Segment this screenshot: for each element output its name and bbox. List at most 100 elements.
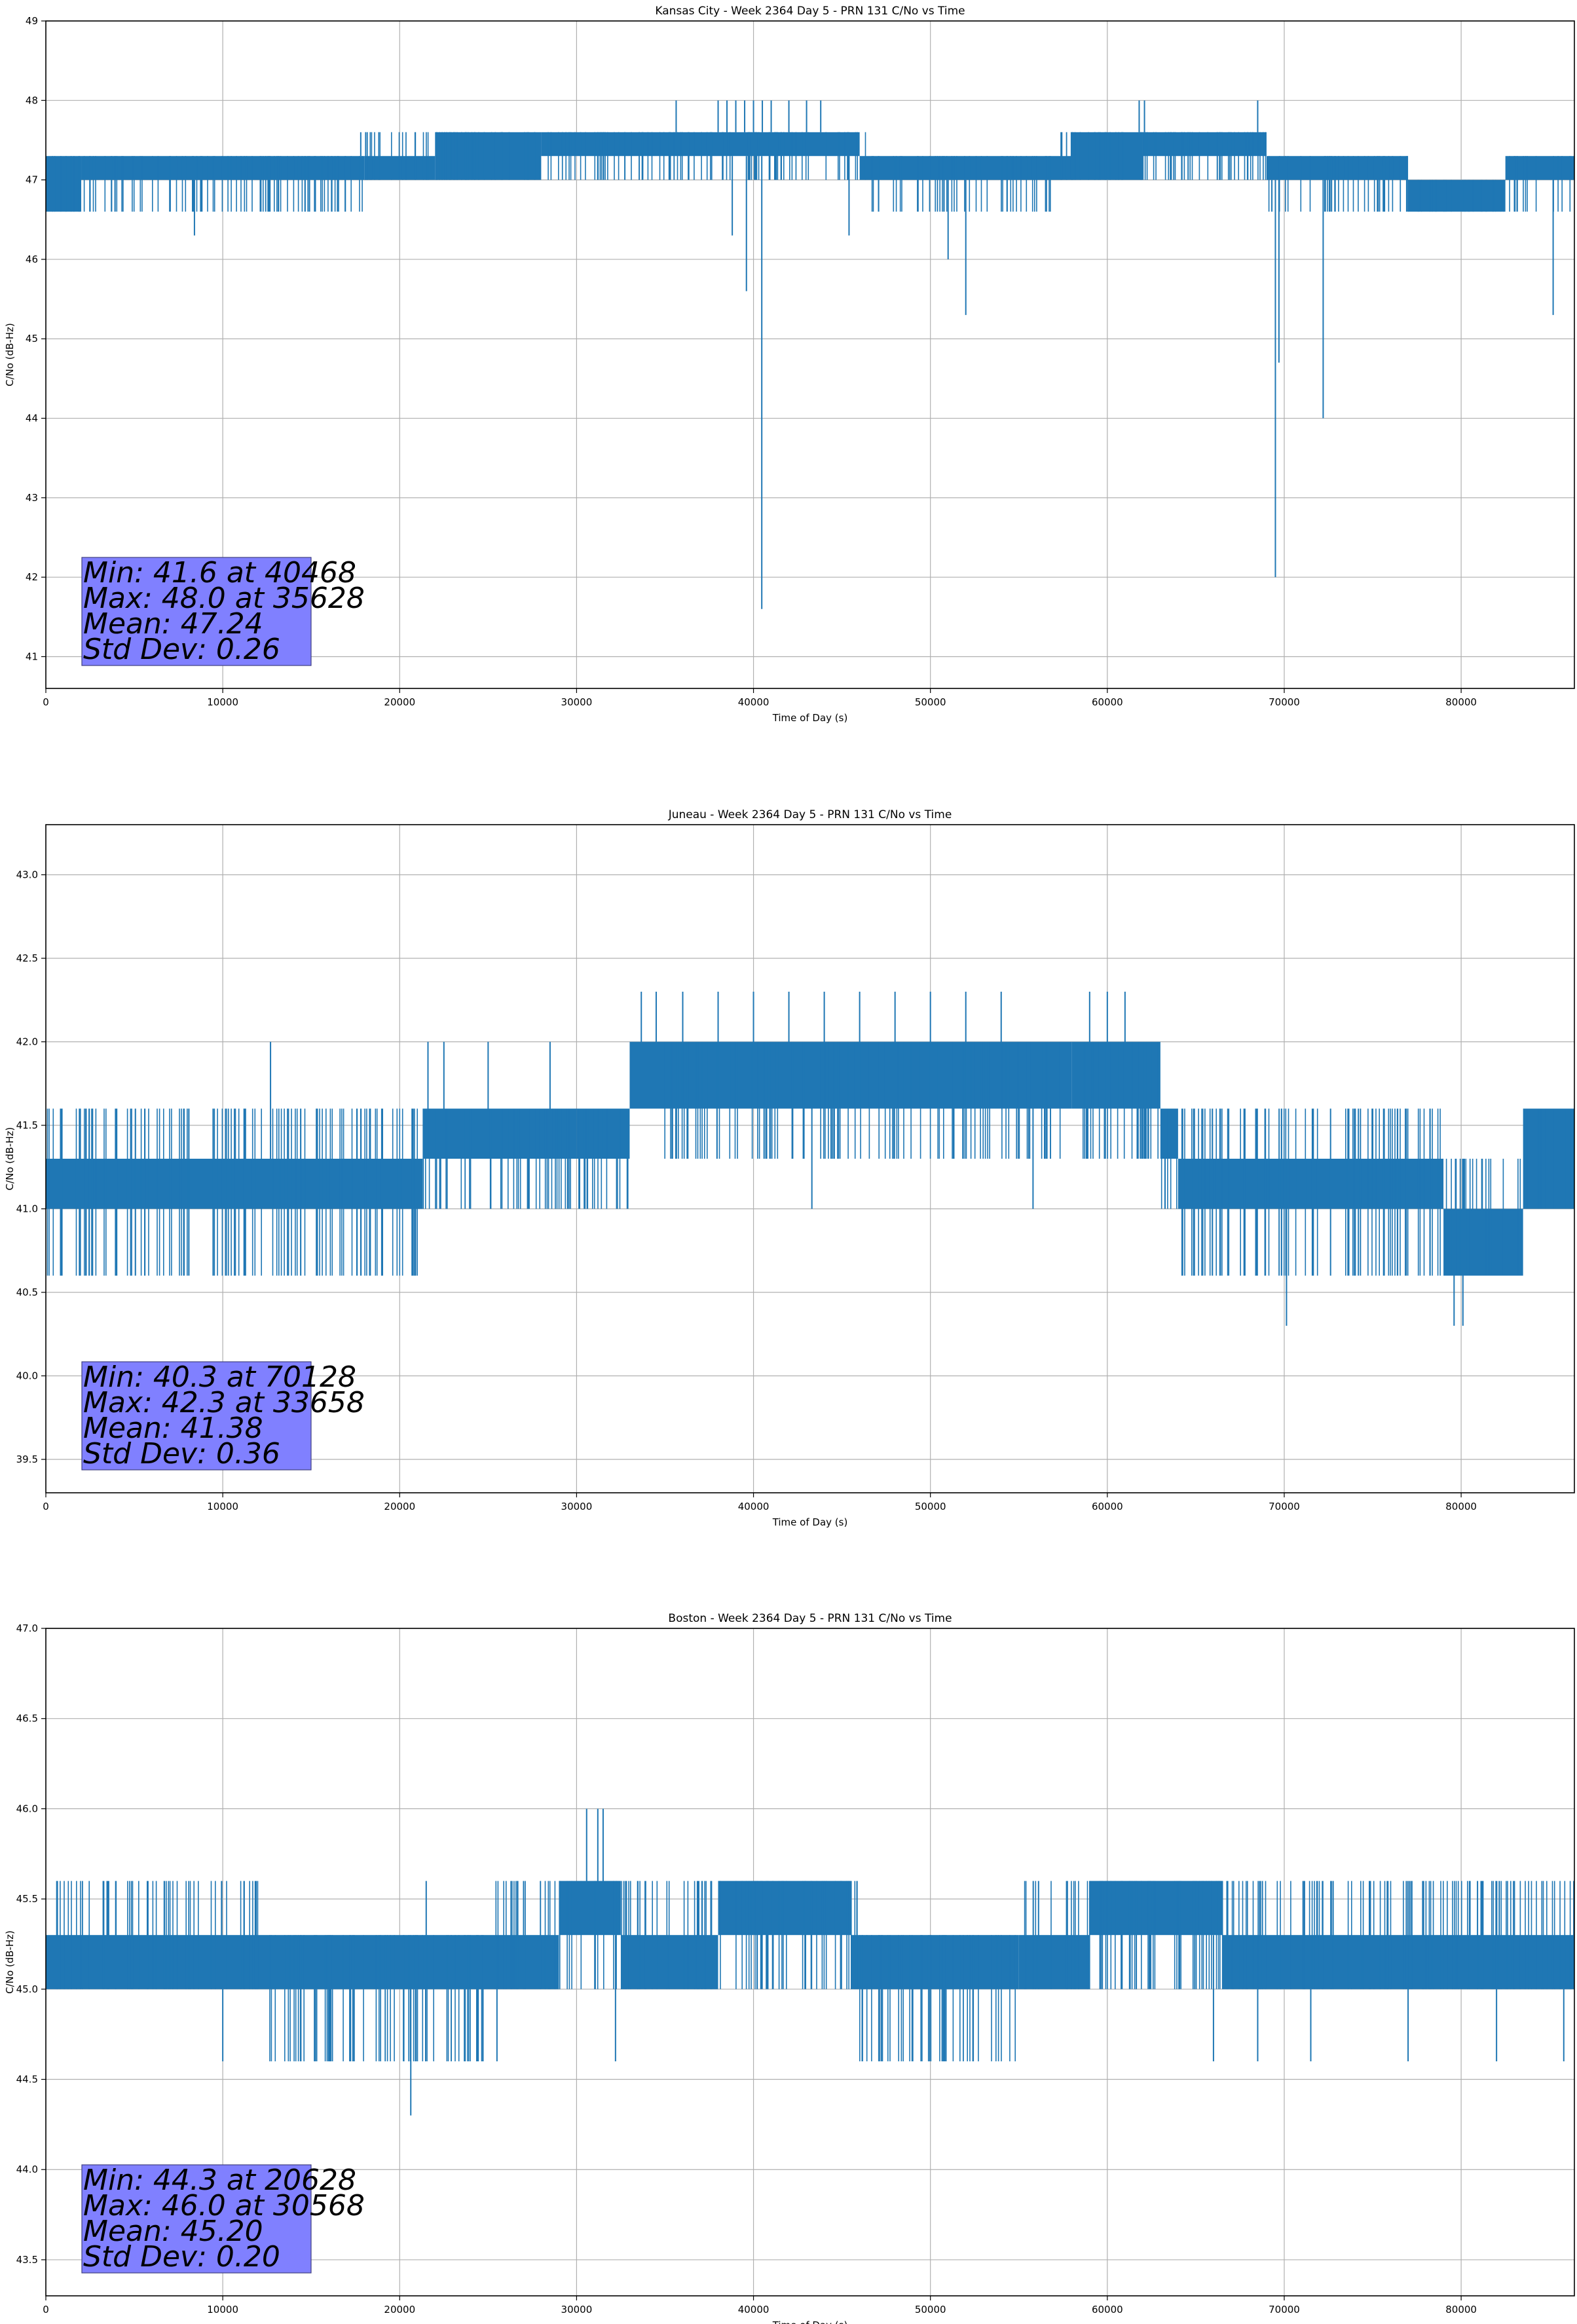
chart-title: Juneau - Week 2364 Day 5 - PRN 131 C/No … — [668, 808, 952, 821]
chart-panel-1: 0 10000 20000 30000 40000 50000 60000 70000 8000… — [4, 5, 1575, 724]
series-band — [1178, 1159, 1444, 1209]
series-band — [859, 156, 1001, 180]
x-tick-label: 80000 — [1445, 696, 1477, 708]
x-axis-label: Time of Day (s) — [772, 2319, 848, 2324]
series-band — [603, 132, 860, 157]
stats-line: Mean: 45.20 — [83, 2215, 263, 2248]
stats-line: Mean: 41.38 — [83, 1412, 263, 1445]
y-tick-label: 45.0 — [16, 1983, 38, 1995]
x-tick-label: 50000 — [915, 2304, 946, 2315]
stats-line: Std Dev: 0.26 — [83, 633, 280, 666]
series-band — [1018, 1935, 1090, 1989]
y-tick-label: 43 — [26, 492, 38, 504]
series-band — [1523, 1108, 1574, 1209]
x-tick-label: 50000 — [915, 1501, 946, 1512]
y-tick-label: 41.5 — [16, 1119, 38, 1131]
y-axis-label: C/No (dB-Hz) — [4, 1127, 16, 1191]
x-tick-label: 60000 — [1092, 2304, 1123, 2315]
y-tick-label: 44 — [26, 413, 38, 424]
y-tick-label: 42.0 — [16, 1036, 38, 1048]
chart-title: Kansas City - Week 2364 Day 5 - PRN 131 … — [655, 5, 965, 18]
y-tick-label: 44.0 — [16, 2164, 38, 2175]
y-tick-label: 39.5 — [16, 1453, 38, 1465]
x-tick-label: 60000 — [1092, 696, 1123, 708]
y-axis-label: C/No (dB-Hz) — [4, 323, 16, 386]
stats-box — [81, 2164, 312, 2274]
x-tick-label: 30000 — [561, 1501, 593, 1512]
x-tick-label: 10000 — [207, 2304, 238, 2315]
series-band — [1071, 132, 1143, 180]
x-tick-label: 60000 — [1092, 1501, 1123, 1512]
x-tick-label: 80000 — [1445, 1501, 1477, 1512]
y-tick-label: 48 — [26, 94, 38, 106]
y-tick-label: 47.0 — [16, 1622, 38, 1634]
series-band — [541, 132, 603, 157]
stats-line: Min: 41.6 at 40468 — [83, 556, 356, 590]
series-band — [1505, 156, 1574, 180]
axes-frame — [45, 20, 1575, 689]
y-tick-label: 42.5 — [16, 952, 38, 964]
stats-line: Min: 40.3 at 70128 — [83, 1360, 356, 1394]
x-tick-label: 30000 — [561, 696, 593, 708]
y-tick-label: 44.5 — [16, 2074, 38, 2086]
chart-panel-3: 0 10000 20000 30000 40000 50000 60000 70000 8000… — [4, 1612, 1575, 2324]
y-axis-label: C/No (dB-Hz) — [4, 1930, 16, 1994]
x-tick-label: 0 — [43, 696, 49, 708]
stats-line: Std Dev: 0.36 — [83, 1437, 280, 1471]
y-tick-label: 49 — [26, 15, 38, 27]
series-band — [629, 1041, 1072, 1109]
stats-line: Min: 44.3 at 20628 — [83, 2164, 356, 2197]
chart-title: Boston - Week 2364 Day 5 - PRN 131 C/No … — [668, 1612, 952, 1625]
y-tick-label: 46.5 — [16, 1713, 38, 1725]
x-tick-label: 0 — [43, 2304, 49, 2315]
stats-line: Max: 42.3 at 33658 — [83, 1386, 365, 1419]
chart-panel-2: 0 10000 20000 30000 40000 50000 60000 70000 8000… — [4, 808, 1575, 1528]
x-tick-label: 30000 — [561, 2304, 593, 2315]
x-tick-label: 80000 — [1445, 2304, 1477, 2315]
y-tick-label: 41.0 — [16, 1203, 38, 1215]
x-tick-label: 70000 — [1269, 2304, 1300, 2315]
x-tick-label: 40000 — [738, 1501, 770, 1512]
series-line — [46, 1809, 1574, 2116]
x-tick-label: 40000 — [738, 696, 770, 708]
series-band — [435, 132, 542, 180]
y-tick-label: 43.5 — [16, 2254, 38, 2266]
y-tick-label: 45.5 — [16, 1893, 38, 1905]
series-band — [1089, 1881, 1223, 1936]
series-noise — [46, 1041, 1574, 1276]
series-band — [718, 1881, 851, 1936]
stats-line: Max: 46.0 at 30568 — [83, 2189, 365, 2222]
stats-line: Max: 48.0 at 35628 — [83, 582, 365, 615]
series-band — [46, 156, 82, 212]
x-tick-label: 0 — [43, 1501, 49, 1512]
series-noise — [52, 132, 1571, 212]
y-tick-label: 45 — [26, 333, 38, 345]
stats-box — [81, 557, 312, 666]
series-band — [851, 1935, 1019, 1989]
y-tick-label: 46.0 — [16, 1803, 38, 1814]
series-band — [1222, 1935, 1574, 1989]
series-band — [1443, 1209, 1523, 1276]
axes-frame — [45, 824, 1575, 1493]
x-tick-label: 20000 — [384, 696, 415, 708]
series-band — [1408, 179, 1506, 212]
x-tick-label: 10000 — [207, 1501, 238, 1512]
y-tick-label: 40.0 — [16, 1370, 38, 1382]
x-tick-label: 20000 — [384, 1501, 415, 1512]
series-band — [559, 1881, 621, 1936]
series-line — [46, 992, 1574, 1326]
axes-frame — [45, 1628, 1575, 2296]
x-axis-label: Time of Day (s) — [772, 712, 848, 724]
series-band — [1071, 1041, 1160, 1109]
stats-line: Std Dev: 0.20 — [83, 2240, 280, 2274]
x-axis-label: Time of Day (s) — [772, 1516, 848, 1528]
stats-box — [81, 1361, 312, 1471]
x-tick-label: 40000 — [738, 2304, 770, 2315]
series-line — [46, 100, 1574, 609]
x-tick-label: 70000 — [1269, 1501, 1300, 1512]
series-noise — [56, 1881, 1574, 2061]
series-band — [1160, 1108, 1178, 1159]
x-tick-label: 10000 — [207, 696, 238, 708]
x-tick-label: 50000 — [915, 696, 946, 708]
x-tick-label: 20000 — [384, 2304, 415, 2315]
